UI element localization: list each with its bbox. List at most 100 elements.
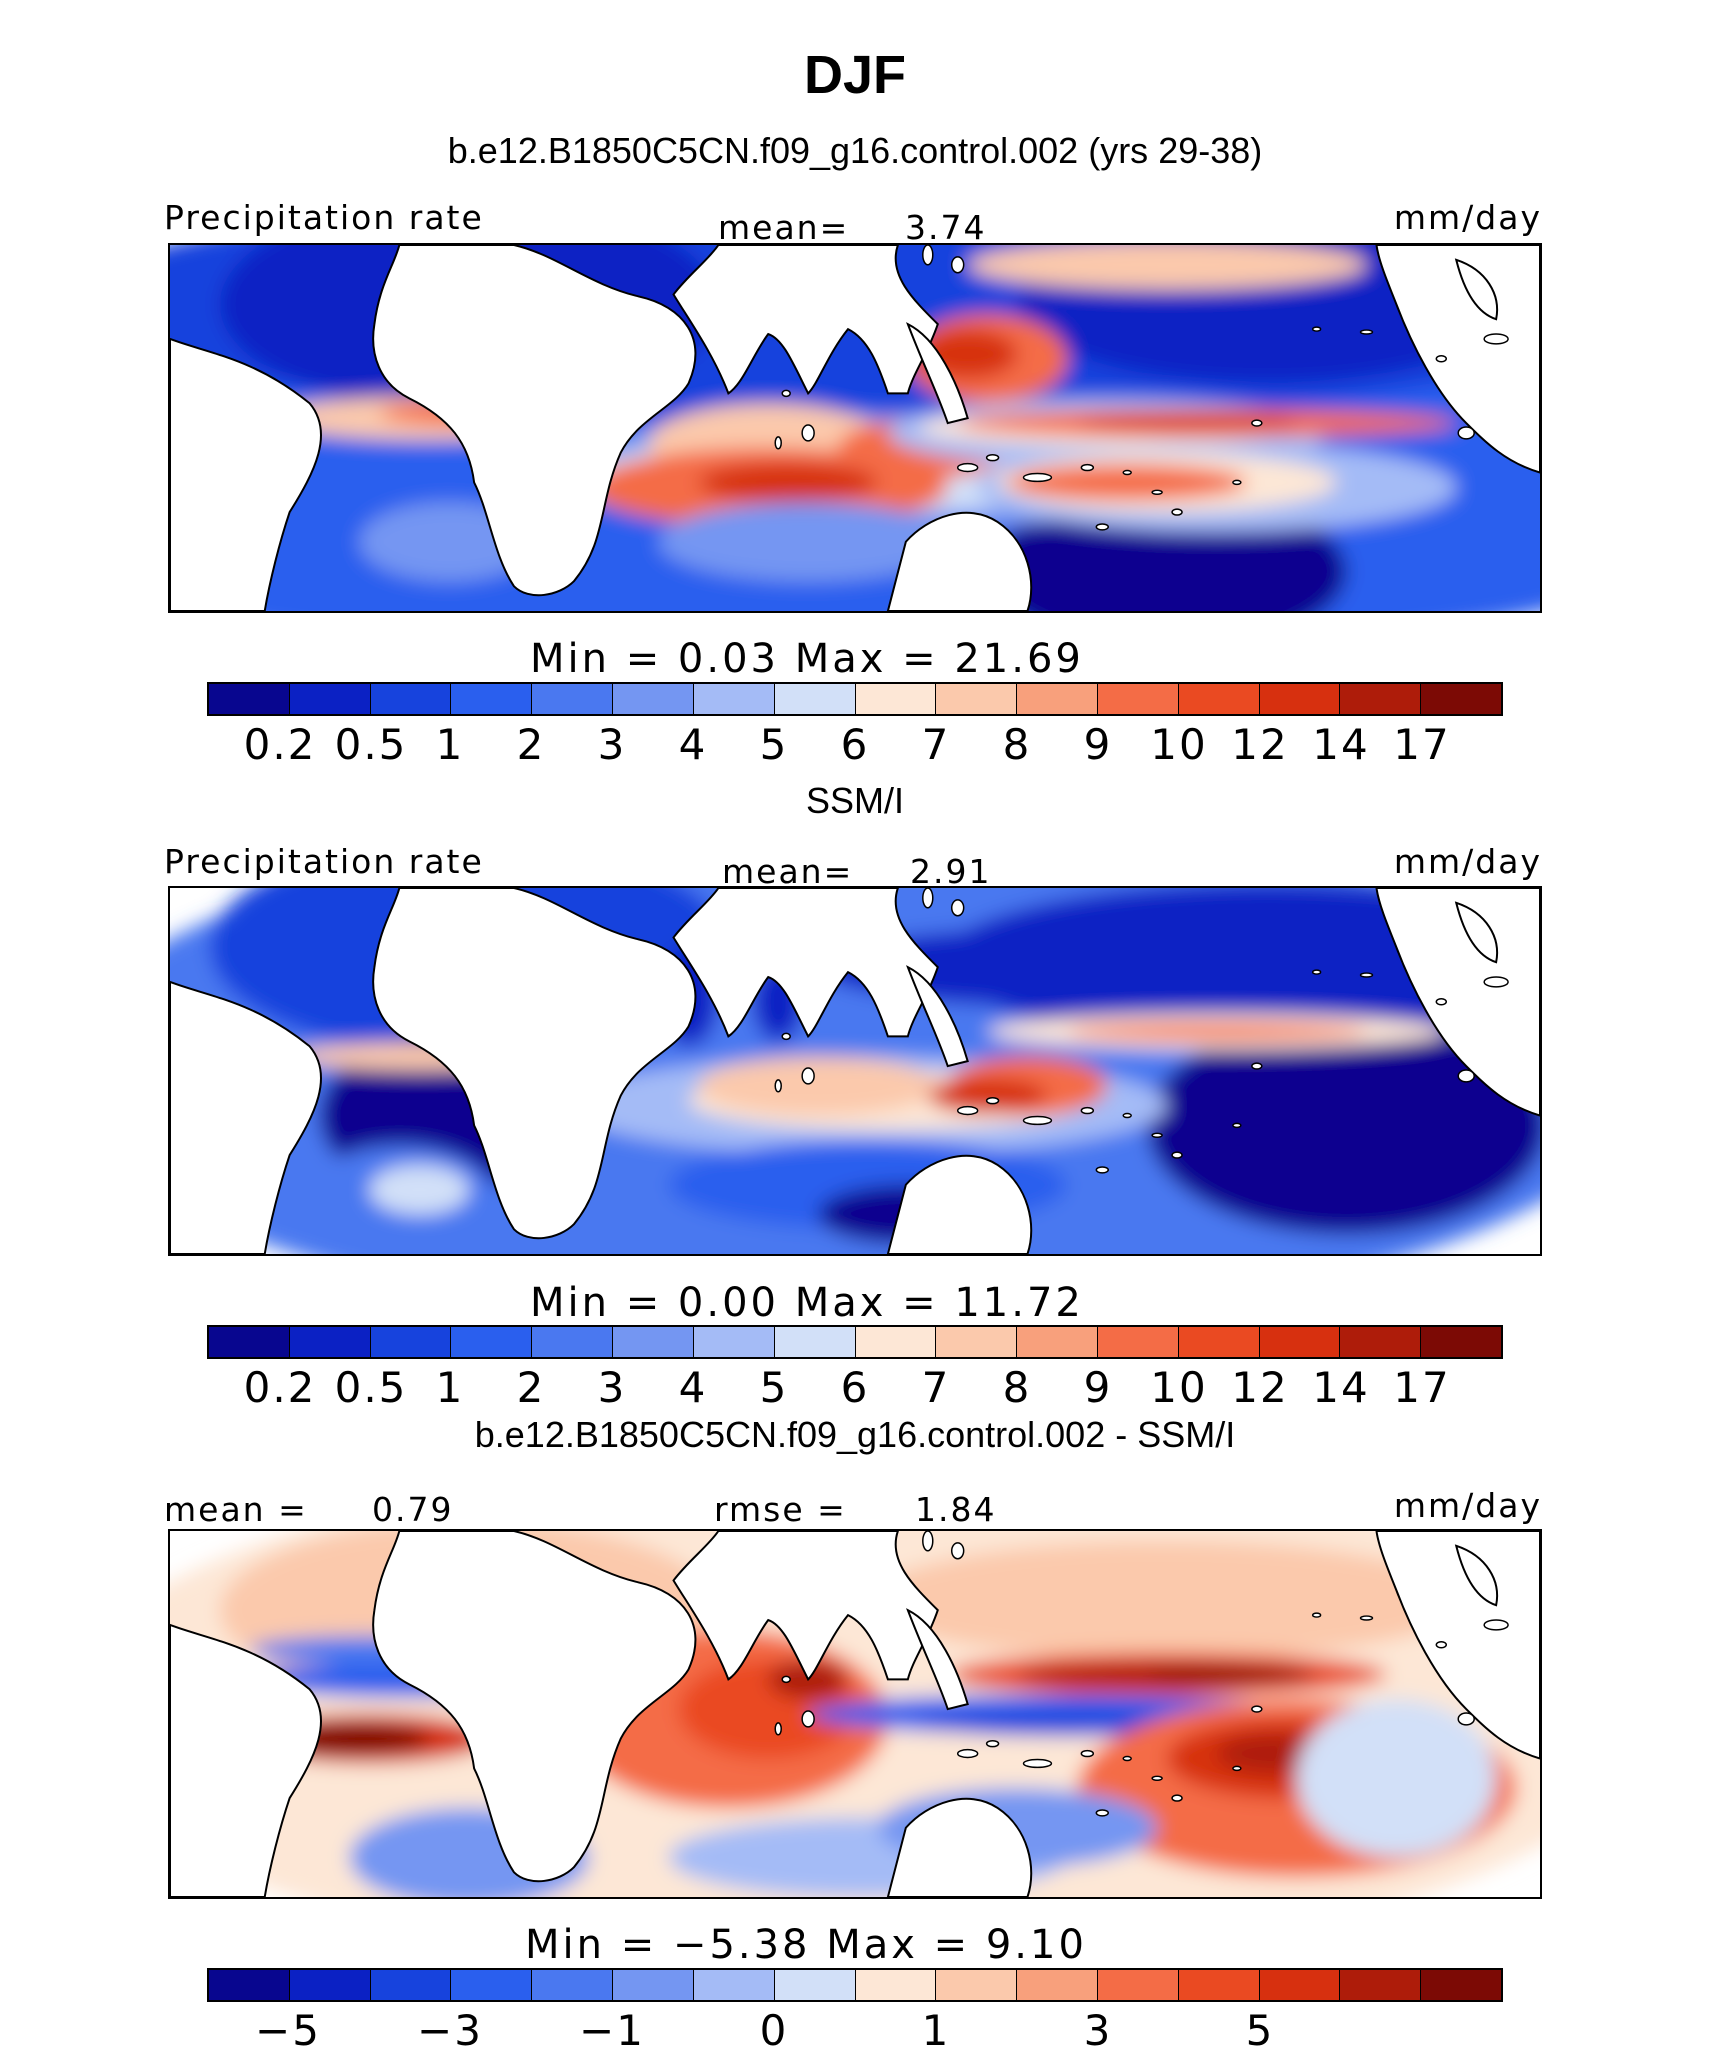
panel1-mean-value: 3.74 — [905, 208, 987, 247]
colorbar-swatch — [1017, 1970, 1098, 2000]
island — [1435, 355, 1448, 363]
island — [781, 389, 791, 398]
island — [1251, 1062, 1263, 1070]
colorbar-tick-label: 9 — [1083, 1363, 1113, 1412]
land-layer — [170, 1531, 1540, 1897]
land-layer — [170, 888, 1540, 1254]
island — [801, 424, 815, 442]
colorbar-swatch — [1259, 684, 1341, 714]
colorbar-swatch — [451, 684, 533, 714]
panel2-precip-map — [168, 886, 1542, 1256]
coastline-africa — [372, 245, 697, 597]
field-blob — [698, 1056, 938, 1116]
island — [1457, 426, 1475, 440]
island — [1080, 1749, 1095, 1758]
colorbar-tick-label: −1 — [579, 2006, 645, 2055]
colorbar-tick-label: 0.5 — [334, 720, 408, 769]
colorbar-tick-label: 0 — [759, 2006, 789, 2055]
figure-title: DJF — [803, 45, 906, 105]
colorbar-tick-label: 0.5 — [334, 1363, 408, 1412]
colorbar-swatch — [370, 1970, 452, 2000]
panel3-mean-value: 0.79 — [372, 1490, 454, 1529]
panel3-rmse-label: rmse = — [714, 1490, 847, 1529]
colorbar-swatch — [1259, 1327, 1341, 1357]
panel3-section-title: b.e12.B1850C5CN.f09_g16.control.002 - SS… — [474, 1414, 1236, 1455]
island — [1483, 976, 1509, 988]
island — [985, 1096, 1000, 1105]
colorbar-tick-label: 0.2 — [243, 1363, 317, 1412]
island — [1095, 1809, 1110, 1817]
colorbar-swatch — [451, 1327, 533, 1357]
coastline-indochina — [906, 1608, 969, 1711]
panel3-mean-label: mean = — [164, 1490, 308, 1529]
colorbar-swatch — [1017, 1327, 1098, 1357]
coastline-namerica — [1375, 888, 1540, 1117]
field-blob — [818, 927, 1317, 1007]
colorbar-swatch — [693, 1970, 775, 2000]
island — [781, 1032, 791, 1041]
island — [1457, 1069, 1475, 1083]
coastline-southamerica — [170, 980, 323, 1254]
island — [1171, 1794, 1183, 1802]
colorbar-tick-label: 14 — [1312, 720, 1370, 769]
colorbar-tick-label: 12 — [1231, 720, 1289, 769]
colorbar-swatch — [855, 684, 937, 714]
colorbar-swatch — [451, 1970, 533, 2000]
island — [950, 1542, 965, 1560]
colorbar-tick-label: −5 — [255, 2006, 321, 2055]
colorbar-tick-label: 12 — [1231, 1363, 1289, 1412]
colorbar-swatch — [1097, 684, 1179, 714]
coastline-namerica — [1375, 1531, 1540, 1760]
island — [1022, 1758, 1053, 1769]
colorbar-tick-label: 1 — [921, 2006, 951, 2055]
coastline-africa — [372, 1531, 697, 1883]
colorbar-swatch — [1340, 1970, 1422, 2000]
panel2-min-max: Min = 0.00 Max = 11.72 — [530, 1280, 1084, 1326]
coastline-asia — [672, 245, 939, 396]
colorbar-swatch — [774, 1970, 856, 2000]
field-blob — [1147, 1668, 1307, 1681]
panel3-colorbar-ticks: −5 −3 −1 0 1 3 5 — [207, 2006, 1503, 2056]
colorbar-swatch — [855, 1970, 937, 2000]
colorbar-tick-label: 1 — [435, 1363, 465, 1412]
island — [774, 1722, 782, 1736]
field-blob — [1067, 1023, 1367, 1040]
panel2-mean-label: mean= — [722, 852, 854, 891]
island — [1095, 523, 1110, 531]
coastline-australia — [886, 511, 1033, 611]
coastline-australia — [886, 1154, 1033, 1254]
colorbar-swatch — [209, 1970, 290, 2000]
island — [1232, 1122, 1242, 1129]
colorbar-swatch — [936, 684, 1018, 714]
island — [985, 453, 1000, 462]
colorbar-swatch — [532, 1327, 614, 1357]
colorbar-swatch — [1259, 1970, 1341, 2000]
colorbar-tick-label: 4 — [678, 720, 708, 769]
island — [1457, 1712, 1475, 1726]
island — [1080, 463, 1095, 472]
panel1-units: mm/day — [1393, 198, 1542, 237]
colorbar-swatch — [613, 1970, 694, 2000]
island — [922, 888, 934, 909]
colorbar-swatch — [1178, 1327, 1260, 1357]
colorbar-swatch — [1178, 1970, 1260, 2000]
coastline-southamerica — [170, 1623, 323, 1897]
colorbar-swatch — [1421, 684, 1501, 714]
island — [801, 1067, 815, 1085]
island — [1251, 419, 1263, 427]
island — [1122, 469, 1132, 476]
panel1-precip-map — [168, 243, 1542, 613]
island — [1311, 969, 1322, 975]
coastline-greenland — [1454, 258, 1499, 321]
colorbar-swatch — [532, 1970, 614, 2000]
panel2-map-svg — [170, 888, 1540, 1254]
island — [1359, 972, 1374, 978]
panel3-min-max: Min = −5.38 Max = 9.10 — [525, 1922, 1087, 1968]
colorbar-swatch — [532, 684, 614, 714]
colorbar-tick-label: 17 — [1393, 1363, 1451, 1412]
island — [1359, 329, 1374, 335]
colorbar-swatch — [936, 1970, 1018, 2000]
colorbar-swatch — [289, 1970, 371, 2000]
coastline-australia — [886, 1797, 1033, 1897]
island — [1151, 1775, 1163, 1782]
